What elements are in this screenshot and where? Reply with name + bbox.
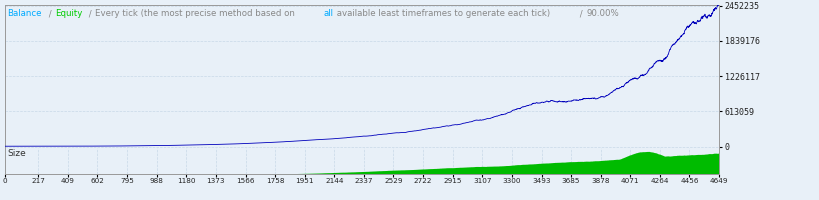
Text: 90.00%: 90.00% <box>586 9 618 18</box>
Text: all: all <box>323 9 333 18</box>
Text: available least timeframes to generate each tick): available least timeframes to generate e… <box>334 9 550 18</box>
Text: /: / <box>577 9 585 18</box>
Text: Equity: Equity <box>55 9 83 18</box>
Text: /: / <box>86 9 94 18</box>
Text: Balance: Balance <box>7 9 42 18</box>
Text: Size: Size <box>7 149 25 158</box>
Text: Every tick (the most precise method based on: Every tick (the most precise method base… <box>95 9 297 18</box>
Text: /: / <box>46 9 54 18</box>
